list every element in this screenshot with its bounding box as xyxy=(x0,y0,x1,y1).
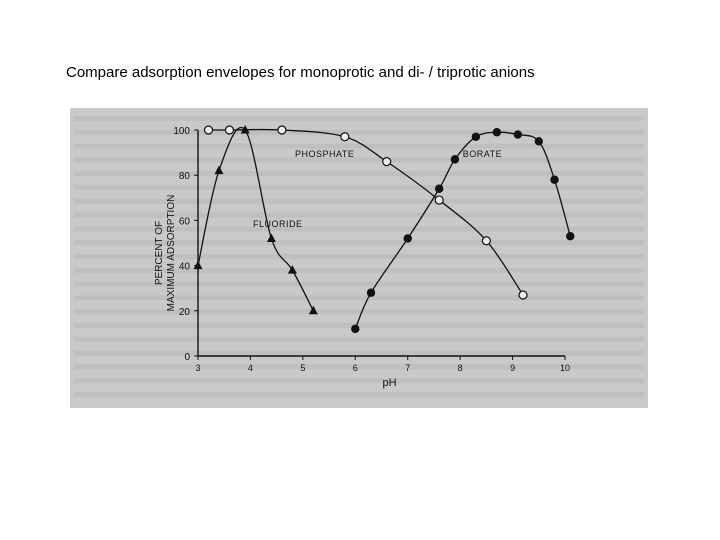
scan-text-band xyxy=(74,336,644,342)
y-tick-label: 40 xyxy=(179,262,191,273)
scan-text-band xyxy=(74,378,644,384)
phosphate-point xyxy=(434,195,444,205)
scan-text-band xyxy=(74,281,644,287)
slide-title: Compare adsorption envelopes for monopro… xyxy=(66,64,535,81)
chart-marks xyxy=(193,125,575,334)
scan-text-band xyxy=(74,240,644,246)
fluoride-point xyxy=(287,265,297,274)
fluoride-point xyxy=(240,125,250,134)
fluoride-point xyxy=(266,233,276,242)
chart-axes: 0 20 40 60 80 100 3 4 5 6 7 8 9 10 pH PERCENT OF MAXIMUM… xyxy=(154,126,570,389)
scan-text-band xyxy=(74,143,644,149)
borate-point xyxy=(513,130,523,139)
scan-text-band xyxy=(74,185,644,190)
x-tick-label: 6 xyxy=(353,363,358,373)
borate-point xyxy=(534,137,543,146)
borate-point xyxy=(366,288,376,297)
y-axis-label-line2: MAXIMUM ADSORPTION xyxy=(166,195,177,312)
x-axis-label: pH xyxy=(382,377,396,389)
scan-text-band xyxy=(74,212,644,218)
scan-text-texture xyxy=(74,116,644,397)
phosphate-point xyxy=(382,157,392,167)
phosphate-point xyxy=(203,125,214,135)
scan-text-band xyxy=(74,323,644,328)
borate-point xyxy=(351,324,360,334)
y-tick-label: 100 xyxy=(173,126,190,137)
scan-text-band xyxy=(74,267,644,273)
scan-text-band xyxy=(74,198,644,204)
borate-point xyxy=(471,132,481,141)
scan-text-band xyxy=(74,364,644,370)
x-tick-label: 7 xyxy=(405,363,410,373)
scan-text-band xyxy=(74,392,644,397)
y-axis-label-line1: PERCENT OF xyxy=(154,221,165,285)
y-tick-label: 0 xyxy=(184,352,190,363)
scan-text-band xyxy=(74,129,644,135)
scan-text-band xyxy=(74,171,644,177)
phosphate-point xyxy=(224,125,235,135)
chart-labels: PHOSPHATE FLUORIDE BORATE xyxy=(253,149,502,229)
scan-text-band xyxy=(74,157,644,163)
x-tick-label: 3 xyxy=(195,363,200,373)
scan-text-band xyxy=(74,254,644,259)
borate-series-label: BORATE xyxy=(463,149,502,159)
x-tick-label: 8 xyxy=(458,363,463,373)
phosphate-series-label: PHOSPHATE xyxy=(295,149,354,159)
scan-text-band xyxy=(74,295,644,301)
scan-text-band xyxy=(74,226,644,232)
fluoride-series-label: FLUORIDE xyxy=(253,219,303,229)
scan-text-band xyxy=(74,350,644,356)
phosphate-point xyxy=(340,132,350,142)
borate-point xyxy=(492,128,502,137)
borate-point xyxy=(434,184,444,193)
phosphate-point xyxy=(518,290,528,300)
fluoride-point xyxy=(214,165,224,175)
y-tick-label: 20 xyxy=(179,307,191,318)
x-tick-label: 10 xyxy=(560,363,570,373)
borate-point xyxy=(566,232,575,241)
fluoride-point xyxy=(193,260,203,270)
scan-text-band xyxy=(74,309,644,315)
phosphate-point xyxy=(481,236,491,246)
fluoride-point xyxy=(308,305,318,315)
x-tick-label: 9 xyxy=(510,363,515,373)
phosphate-point xyxy=(277,125,287,135)
scan-text-band xyxy=(74,116,644,121)
borate-point xyxy=(450,155,460,164)
y-tick-label: 80 xyxy=(179,171,191,182)
scanned-figure: 0 20 40 60 80 100 3 4 5 6 7 8 9 10 pH PERCENT OF MAXIMUM… xyxy=(70,108,648,408)
x-tick-label: 5 xyxy=(300,363,305,373)
y-tick-label: 60 xyxy=(179,216,191,227)
borate-point xyxy=(403,234,412,243)
borate-point xyxy=(550,175,559,184)
adsorption-chart: 0 20 40 60 80 100 3 4 5 6 7 8 9 10 pH PERCENT OF MAXIMUM… xyxy=(74,116,644,397)
x-tick-label: 4 xyxy=(248,363,253,373)
